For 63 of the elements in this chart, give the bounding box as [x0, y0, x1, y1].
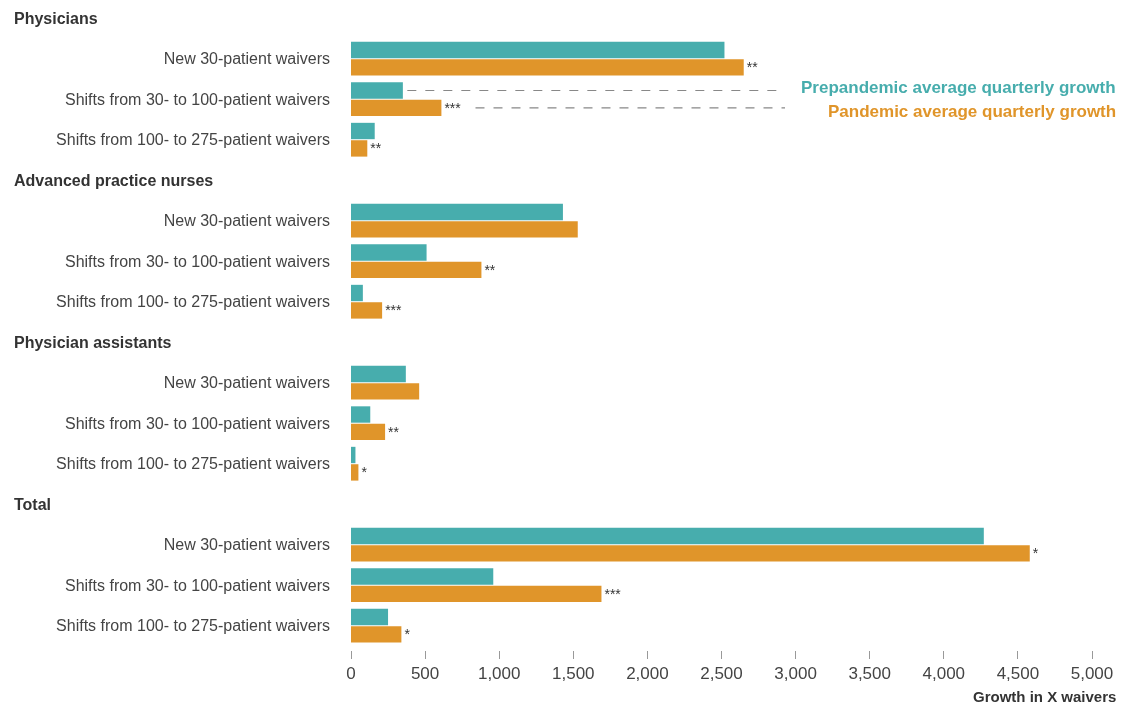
bar: [351, 221, 578, 238]
text: Pandemic average quarterly growth: [828, 102, 1117, 121]
x-tick-label: 3,500: [848, 664, 891, 684]
bar: [351, 608, 389, 626]
x-tick-label: 4,500: [996, 664, 1040, 684]
data-label: ***: [444, 99, 462, 116]
y-tick-label: Shifts from 30- to 100-patient waivers: [64, 90, 330, 108]
bar: [351, 302, 383, 319]
bar: [351, 527, 984, 545]
bar: [351, 464, 359, 481]
bar: [351, 82, 403, 99]
y-tick-label: New 30-patient waivers: [163, 536, 330, 554]
text: Total: [14, 496, 52, 513]
bar: [351, 59, 744, 76]
bar: [351, 585, 602, 603]
y-tick-label: Shifts from 100- to 275-patient waivers: [56, 131, 330, 149]
bar: [351, 406, 371, 423]
y-tick-label: New 30-patient waivers: [163, 212, 330, 230]
text: Physician assistants: [14, 334, 172, 351]
y-tick-label: Shifts from 100- to 275-patient waivers: [56, 617, 330, 635]
data-label: **: [484, 261, 496, 278]
y-tick-label: Shifts from 100- to 275-patient waivers: [56, 293, 330, 311]
bar: [351, 99, 442, 117]
y-tick-label: New 30-patient waivers: [163, 374, 330, 392]
y-tick-label: New 30-patient waivers: [163, 50, 330, 68]
x-tick-label: 2,000: [626, 664, 669, 684]
data-label: ***: [604, 585, 622, 602]
bar: [351, 122, 375, 140]
x-tick-label: 0: [346, 664, 356, 684]
x-tick-label: 500: [410, 664, 440, 684]
bar: [351, 383, 420, 400]
text: Prepandemic average quarterly growth: [801, 78, 1116, 97]
y-tick-label: Shifts from 100- to 275-patient waivers: [56, 455, 330, 473]
bar: [351, 568, 494, 585]
data-label: **: [746, 59, 759, 76]
text: Physicians: [14, 10, 98, 27]
x-axis-title: Growth in X waivers: [973, 688, 1117, 705]
data-label: **: [388, 423, 400, 440]
bar: [351, 626, 402, 643]
bar: [351, 545, 1030, 562]
bar: [351, 365, 406, 383]
x-tick-label: 5,000: [1070, 664, 1114, 684]
y-tick-label: Shifts from 30- to 100-patient waivers: [64, 576, 330, 594]
bar: [351, 203, 563, 221]
x-tick-label: 2,500: [700, 664, 743, 684]
y-tick-label: Shifts from 30- to 100-patient waivers: [64, 252, 330, 270]
x-tick-label: 1,500: [552, 664, 595, 684]
text: Advanced practice nurses: [14, 172, 214, 189]
data-label: *: [1032, 545, 1039, 562]
bar: [351, 140, 368, 157]
data-label: **: [370, 140, 382, 157]
bar: [351, 284, 363, 302]
bar: [351, 41, 725, 59]
data-label: *: [361, 464, 368, 481]
x-tick-label: 1,000: [477, 664, 521, 684]
x-tick-label: 3,000: [774, 664, 817, 684]
bar: [351, 261, 482, 279]
y-tick-label: Shifts from 30- to 100-patient waivers: [64, 414, 330, 432]
bar: [351, 244, 427, 261]
x-tick-label: 4,000: [922, 664, 966, 684]
bar: [351, 423, 386, 441]
data-label: ***: [385, 302, 403, 319]
data-label: *: [404, 626, 411, 643]
